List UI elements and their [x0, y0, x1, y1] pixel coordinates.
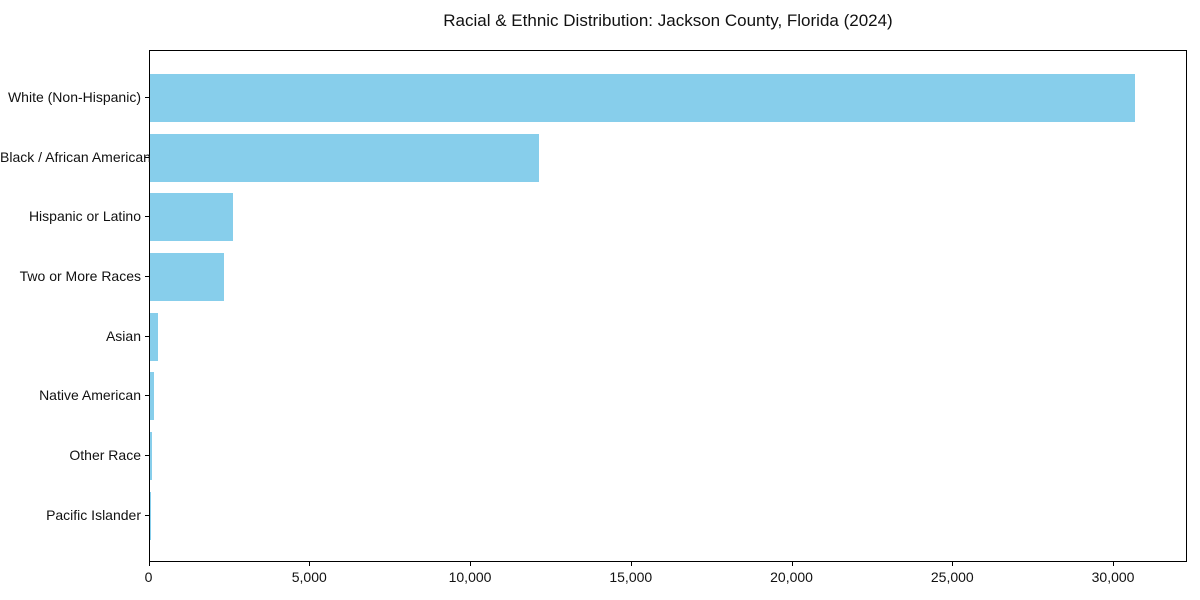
- x-tick: [309, 561, 311, 566]
- y-tick: [144, 216, 149, 218]
- y-axis-label-native-american: Native American: [39, 387, 141, 404]
- y-tick: [144, 335, 149, 337]
- bar-pacific-islander: [149, 491, 151, 540]
- y-axis-label-two-or-more-races: Two or More Races: [19, 268, 141, 285]
- y-axis-label-white-non-hispanic: White (Non-Hispanic): [7, 89, 141, 106]
- bar-white-non-hispanic: [149, 74, 1135, 123]
- x-tick: [952, 561, 954, 566]
- x-tick-label-0: 0: [144, 569, 153, 585]
- x-tick: [630, 561, 632, 566]
- bar-black-african-american: [149, 133, 540, 182]
- x-tick-label-25000: 25,000: [930, 569, 974, 585]
- x-tick: [470, 561, 472, 566]
- y-tick: [144, 97, 149, 99]
- chart-title: Racial & Ethnic Distribution: Jackson Co…: [443, 11, 893, 30]
- bar-hispanic-or-latino: [149, 193, 233, 242]
- x-tick-label-15000: 15,000: [609, 569, 653, 585]
- x-tick-label-5000: 5,000: [291, 569, 327, 585]
- y-axis-label-other-race: Other Race: [69, 447, 141, 464]
- bar-native-american: [149, 372, 154, 421]
- y-tick: [144, 455, 149, 457]
- x-tick: [1113, 561, 1115, 566]
- bar-asian: [149, 312, 159, 361]
- y-tick: [144, 395, 149, 397]
- y-axis-label-hispanic-or-latino: Hispanic or Latino: [28, 208, 141, 225]
- y-axis-label-black-african-american: Black / African American: [0, 148, 151, 165]
- x-tick-label-20000: 20,000: [770, 569, 813, 585]
- x-tick: [791, 561, 793, 566]
- x-tick: [148, 561, 150, 566]
- plot-area: [148, 50, 1187, 562]
- bar-two-or-more-races: [149, 253, 225, 302]
- bar-other-race: [149, 432, 153, 481]
- x-tick-label-30000: 30,000: [1091, 569, 1135, 585]
- y-tick: [144, 156, 149, 158]
- y-axis-label-asian: Asian: [105, 327, 141, 344]
- y-tick: [144, 514, 149, 516]
- x-tick-label-10000: 10,000: [448, 569, 492, 585]
- y-axis-label-pacific-islander: Pacific Islander: [46, 506, 141, 523]
- y-tick: [144, 276, 149, 278]
